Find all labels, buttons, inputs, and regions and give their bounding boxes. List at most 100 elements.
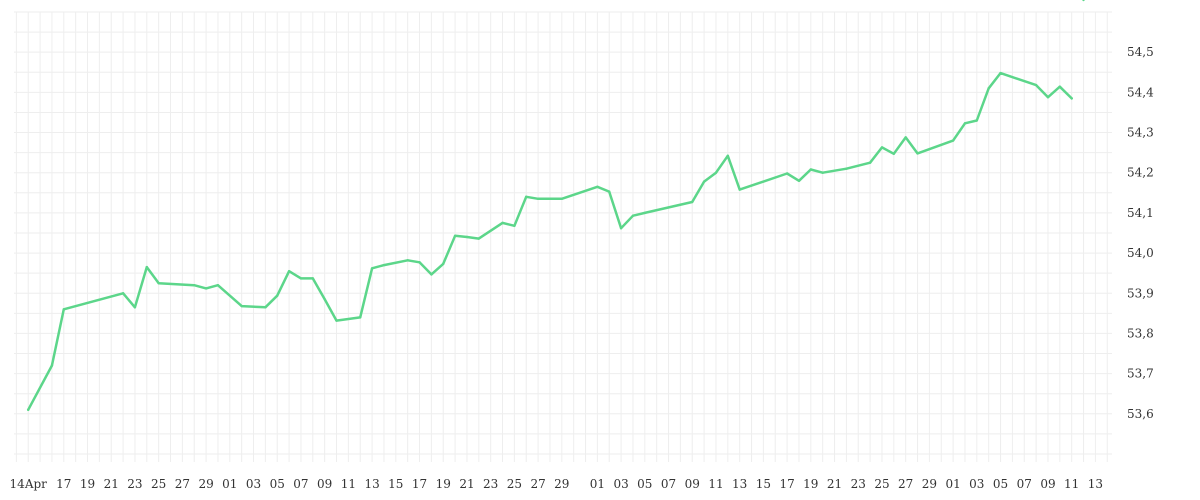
x-tick-label: 09 bbox=[1040, 477, 1055, 491]
data-point bbox=[465, 235, 469, 239]
data-point bbox=[987, 87, 990, 90]
data-point bbox=[204, 287, 208, 290]
data-point bbox=[963, 122, 967, 125]
x-tick-label: 21 bbox=[459, 477, 474, 491]
data-point bbox=[240, 304, 243, 308]
x-tick-label: 19 bbox=[80, 477, 95, 491]
x-tick-label: 19 bbox=[803, 477, 818, 491]
data-point bbox=[1058, 85, 1062, 88]
data-point bbox=[157, 282, 160, 285]
x-tick-label: 11 bbox=[341, 477, 356, 491]
x-tick-label: 17 bbox=[779, 477, 794, 491]
data-point bbox=[608, 190, 611, 193]
y-tick-label: 54,5 bbox=[1127, 45, 1154, 59]
x-tick-label: 01 bbox=[222, 477, 237, 491]
data-point bbox=[370, 267, 374, 270]
series-layer bbox=[26, 0, 1085, 412]
data-point bbox=[287, 270, 291, 273]
data-point bbox=[430, 273, 433, 276]
data-point bbox=[809, 168, 812, 171]
y-tick-label: 53,6 bbox=[1127, 407, 1154, 421]
x-tick-label: 21 bbox=[104, 477, 119, 491]
data-point bbox=[738, 188, 741, 191]
y-tick-label: 54,0 bbox=[1127, 246, 1154, 260]
data-point bbox=[513, 224, 516, 227]
data-point bbox=[845, 167, 848, 170]
x-tick-label: 27 bbox=[898, 477, 913, 491]
x-tick-label: 15 bbox=[756, 477, 771, 491]
x-tick-label: 01 bbox=[590, 477, 605, 491]
x-tick-label: 25 bbox=[874, 477, 889, 491]
data-point bbox=[868, 161, 872, 164]
x-tick-label: 17 bbox=[56, 477, 71, 491]
x-tick-label: 29 bbox=[554, 477, 569, 491]
data-point bbox=[193, 284, 196, 287]
data-point bbox=[643, 211, 646, 215]
data-point bbox=[975, 119, 978, 122]
x-tick-label: 23 bbox=[127, 477, 142, 491]
x-tick-label: 23 bbox=[851, 477, 866, 491]
x-tick-label: 11 bbox=[708, 477, 723, 491]
x-tick-label: 14Apr bbox=[10, 477, 48, 491]
x-tick-label: 03 bbox=[969, 477, 984, 491]
data-point bbox=[62, 308, 65, 311]
data-point bbox=[121, 292, 125, 295]
data-point bbox=[382, 263, 386, 267]
data-point bbox=[797, 179, 801, 182]
x-tick-label: 09 bbox=[685, 477, 700, 491]
x-tick-label: 05 bbox=[270, 477, 285, 491]
data-point bbox=[785, 172, 789, 175]
x-tick-label: 19 bbox=[436, 477, 451, 491]
data-point bbox=[501, 221, 504, 225]
data-point bbox=[50, 364, 54, 367]
y-tick-label: 54,2 bbox=[1127, 166, 1154, 180]
y-tick-label: 53,7 bbox=[1127, 367, 1154, 381]
x-tick-label: 29 bbox=[922, 477, 937, 491]
data-point bbox=[133, 306, 137, 309]
x-axis: 14Apr 17 19 21 23 25 27 29 01 03 05 07 09 11 13 15 17 19 2… bbox=[10, 477, 1103, 491]
grid-layer bbox=[14, 11, 1112, 462]
data-point bbox=[453, 234, 457, 237]
data-point bbox=[264, 306, 267, 309]
x-tick-label: 05 bbox=[993, 477, 1008, 491]
data-point bbox=[1082, 0, 1085, 2]
data-point bbox=[335, 319, 338, 322]
data-point bbox=[714, 171, 718, 174]
data-point bbox=[1070, 97, 1073, 100]
x-tick-label: 01 bbox=[945, 477, 960, 491]
data-point bbox=[216, 284, 220, 287]
data-point bbox=[442, 262, 445, 266]
data-point bbox=[726, 154, 729, 157]
data-point bbox=[560, 197, 563, 200]
x-tick-label: 05 bbox=[637, 477, 652, 491]
data-point bbox=[821, 171, 824, 174]
x-tick-label: 15 bbox=[388, 477, 403, 491]
x-tick-label: 07 bbox=[661, 477, 676, 491]
data-point bbox=[418, 261, 421, 264]
data-point bbox=[536, 197, 540, 200]
y-tick-label: 54,1 bbox=[1127, 206, 1154, 220]
data-point bbox=[691, 200, 694, 204]
data-point bbox=[999, 71, 1002, 75]
x-tick-label: 07 bbox=[293, 477, 308, 491]
x-tick-label: 17 bbox=[412, 477, 427, 491]
data-point bbox=[548, 197, 552, 200]
x-tick-label: 27 bbox=[175, 477, 190, 491]
x-tick-label: 21 bbox=[827, 477, 842, 491]
x-tick-label: 11 bbox=[1064, 477, 1079, 491]
data-point bbox=[702, 180, 706, 183]
data-point bbox=[477, 237, 480, 240]
x-tick-label: 25 bbox=[151, 477, 166, 491]
data-point bbox=[904, 136, 907, 139]
data-point bbox=[359, 316, 362, 319]
x-tick-label: 29 bbox=[198, 477, 213, 491]
data-point bbox=[406, 259, 409, 262]
x-tick-label: 03 bbox=[613, 477, 628, 491]
data-point bbox=[323, 298, 326, 301]
data-point bbox=[145, 265, 148, 269]
x-tick-label: 25 bbox=[507, 477, 522, 491]
x-tick-label: 13 bbox=[364, 477, 379, 491]
x-tick-label: 13 bbox=[1088, 477, 1103, 491]
